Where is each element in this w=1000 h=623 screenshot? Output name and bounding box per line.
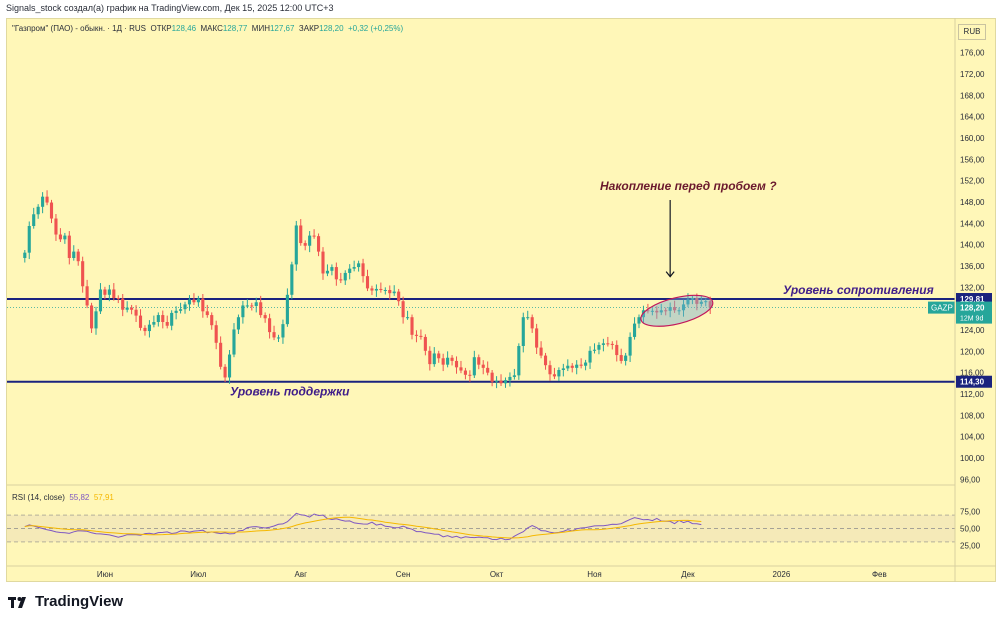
rsi-ma-value: 57,91 bbox=[93, 493, 114, 502]
chart-area[interactable] bbox=[6, 18, 996, 582]
tradingview-logo-icon bbox=[8, 596, 26, 608]
symbol-title[interactable]: "Газпром" (ПАО) - обыкн. · 1Д · RUS bbox=[12, 24, 147, 33]
high-label: МАКС bbox=[200, 24, 223, 33]
low-value: 127,67 bbox=[269, 24, 295, 33]
open-value: 128,46 bbox=[171, 24, 197, 33]
open-label: ОТКР bbox=[150, 24, 172, 33]
high-value: 128,77 bbox=[222, 24, 248, 33]
change-value: +0,32 (+0,25%) bbox=[348, 24, 404, 33]
chart-caption: Signals_stock создал(а) график на Tradin… bbox=[6, 3, 334, 13]
brand-name: TradingView bbox=[35, 593, 124, 610]
close-label: ЗАКР bbox=[298, 24, 320, 33]
rsi-value: 55,82 bbox=[69, 493, 90, 502]
currency-button[interactable]: RUB bbox=[958, 24, 986, 40]
tradingview-logo[interactable]: TradingView bbox=[8, 593, 123, 610]
symbol-legend: "Газпром" (ПАО) - обыкн. · 1Д · RUS ОТКР… bbox=[12, 24, 403, 33]
rsi-label[interactable]: RSI (14, close) bbox=[12, 493, 65, 502]
rsi-legend: RSI (14, close) 55,82 57,91 bbox=[12, 493, 114, 502]
low-label: МИН bbox=[251, 24, 270, 33]
close-value: 128,20 bbox=[319, 24, 344, 33]
